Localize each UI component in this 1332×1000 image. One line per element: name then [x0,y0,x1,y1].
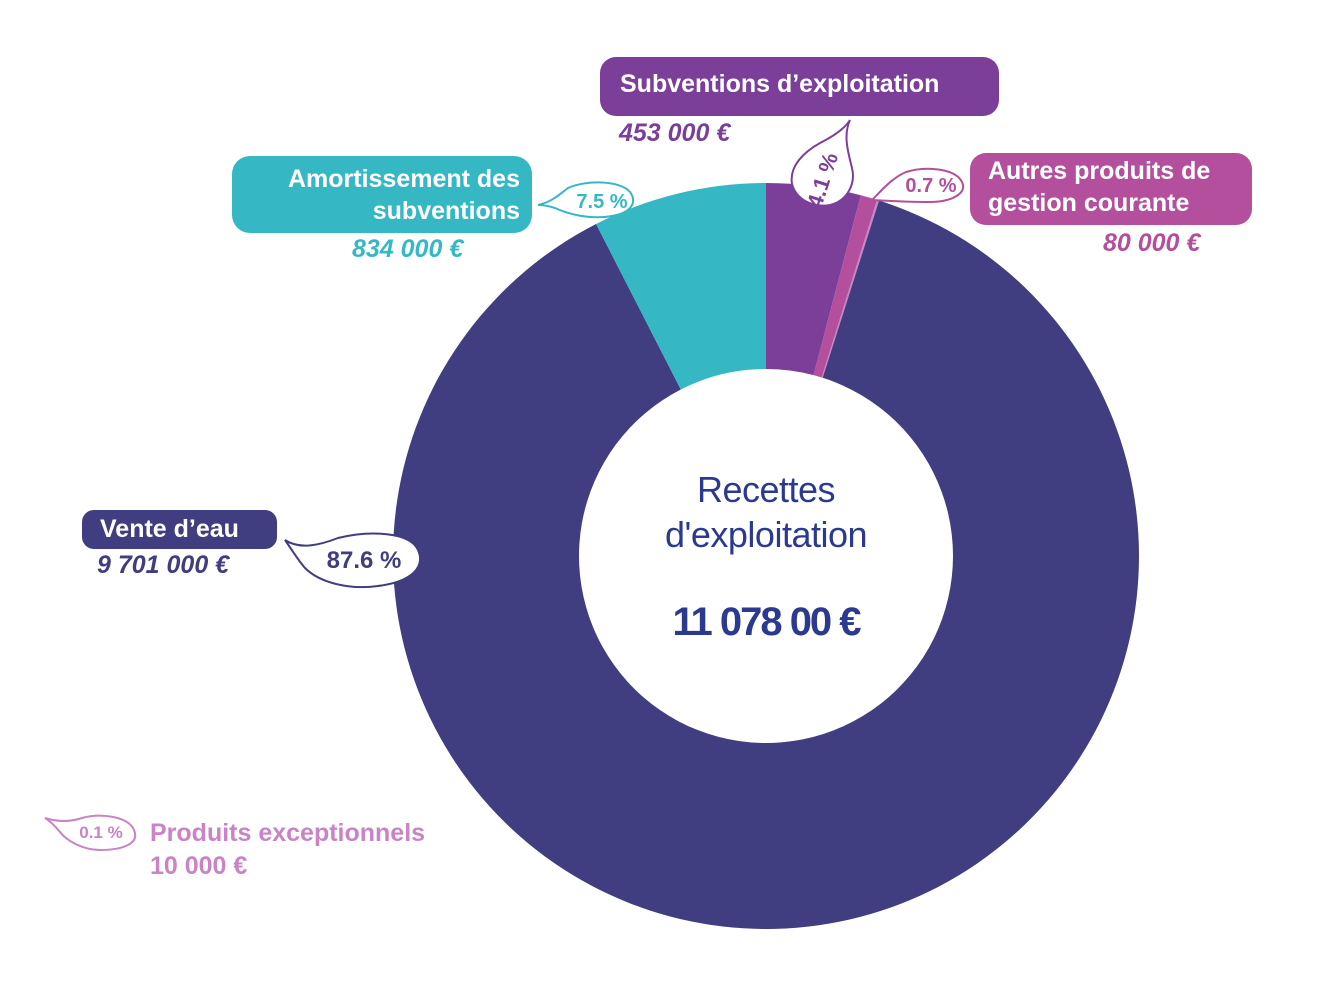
slice-vente-eau [392,200,1139,930]
label-produits-exceptionnels: Produits exceptionnels [150,819,426,847]
slice-produits-exceptionnels [821,199,880,378]
percent-callout-exceptionnels: 0.1 % [44,814,137,852]
slice-subventions-exploitation [766,183,861,376]
amount-amortissement-subventions: 834 000 € [352,235,464,263]
percent-callout-subventions: 4.1 % [790,119,854,211]
label-amortissement-subventions: Amortissement des subventions [232,156,532,233]
center-title-line1: Recettes [696,469,836,510]
center-title-line2: d'exploitation [664,514,868,555]
percent-label-autres: 0.7 % [905,175,956,197]
percent-callout-autres: 0.7 % [869,167,965,204]
label-subventions-exploitation: Subventions d’exploitation [600,57,999,116]
label-autres-produits: Autres produits de gestion courante [970,153,1252,225]
percent-label-amortissement: 7.5 % [576,191,627,213]
amount-autres-produits: 80 000 € [1103,229,1201,257]
percent-callout-amortissement: 7.5 % [537,181,635,219]
slice-autres-produits [813,195,878,378]
donut-slices [392,183,1139,930]
slice-amortissement-subventions [596,183,766,390]
percent-label-vente: 87.6 % [327,547,402,574]
amount-produits-exceptionnels: 10 000 € [150,852,248,880]
amount-subventions-exploitation: 453 000 € [619,119,731,147]
percent-callout-vente: 87.6 % [284,532,421,589]
percent-label-exceptionnels: 0.1 % [79,823,122,842]
amount-vente-eau: 9 701 000 € [97,551,230,579]
center-total: 11 078 00 € [672,600,861,644]
label-vente-eau: Vente d’eau [82,510,277,549]
